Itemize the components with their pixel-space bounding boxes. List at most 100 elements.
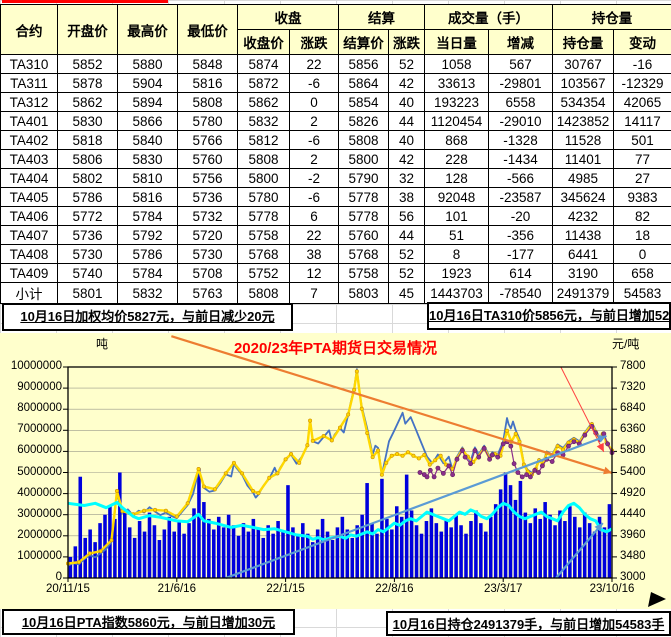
cell-change[interactable]: 77 xyxy=(613,149,671,169)
cell-value[interactable]: 5763 xyxy=(177,282,238,304)
cell-change[interactable]: -177 xyxy=(488,244,553,264)
cell-value[interactable]: 5800 xyxy=(237,168,290,188)
cell-value[interactable]: 5866 xyxy=(117,111,178,131)
cell-change[interactable]: 12 xyxy=(289,263,339,283)
cell-value[interactable]: 5808 xyxy=(338,130,389,150)
cell-change[interactable]: 0 xyxy=(613,244,671,264)
sub-header-0[interactable]: 收盘价 xyxy=(237,29,290,55)
cell-value[interactable]: 5756 xyxy=(177,168,238,188)
cell-change[interactable]: 9383 xyxy=(613,187,671,207)
cell-change[interactable]: 567 xyxy=(488,54,553,74)
sub-header-6[interactable]: 持仓量 xyxy=(552,29,614,55)
cell-value[interactable]: 5740 xyxy=(57,263,118,283)
cell-value[interactable]: 5768 xyxy=(237,244,290,264)
cell-change[interactable]: -23587 xyxy=(488,187,553,207)
cell-value[interactable]: 228 xyxy=(424,149,489,169)
cell-change[interactable]: 32 xyxy=(388,168,425,188)
cell-value[interactable]: 868 xyxy=(424,130,489,150)
cell-contract[interactable]: TA409 xyxy=(0,263,58,283)
cell-value[interactable]: 5778 xyxy=(237,206,290,226)
cell-contract[interactable]: TA402 xyxy=(0,130,58,150)
cell-value[interactable]: 30767 xyxy=(552,54,614,74)
cell-value[interactable]: 5736 xyxy=(57,225,118,245)
cell-contract[interactable]: TA407 xyxy=(0,225,58,245)
sub-header-4[interactable]: 当日量 xyxy=(424,29,489,55)
cell-change[interactable]: 2 xyxy=(289,111,339,131)
cell-contract[interactable]: TA403 xyxy=(0,149,58,169)
pta-daily-trade-chart[interactable]: 2020/23年PTA期货日交易情况 吨 元/吨 10000000 9000000… xyxy=(0,333,671,609)
cell-value[interactable]: 92048 xyxy=(424,187,489,207)
group-header-volume[interactable]: 成交量（手） xyxy=(424,4,553,30)
cell-value[interactable]: 5826 xyxy=(338,111,389,131)
cell-value[interactable]: 5730 xyxy=(177,244,238,264)
cell-contract[interactable]: TA406 xyxy=(0,206,58,226)
cell-change[interactable]: 18 xyxy=(613,225,671,245)
cell-value[interactable]: 5720 xyxy=(177,225,238,245)
cell-value[interactable]: 5808 xyxy=(237,282,290,304)
cell-change[interactable]: -2 xyxy=(289,168,339,188)
group-header-settle[interactable]: 结算 xyxy=(338,4,425,30)
cell-change[interactable]: 42 xyxy=(388,73,425,93)
cell-change[interactable]: -6 xyxy=(289,73,339,93)
cell-change[interactable]: 44 xyxy=(388,225,425,245)
sub-header-3[interactable]: 涨跌 xyxy=(388,29,425,55)
cell-change[interactable]: 52 xyxy=(388,54,425,74)
cell-value[interactable]: 128 xyxy=(424,168,489,188)
cell-change[interactable]: -1434 xyxy=(488,149,553,169)
cell-value[interactable]: 5792 xyxy=(117,225,178,245)
cell-value[interactable]: 5852 xyxy=(57,54,118,74)
cell-change[interactable]: 14117 xyxy=(613,111,671,131)
cell-value[interactable]: 5848 xyxy=(177,54,238,74)
cell-change[interactable]: 27 xyxy=(613,168,671,188)
sub-header-2[interactable]: 结算价 xyxy=(338,29,389,55)
cell-value[interactable]: 5760 xyxy=(338,225,389,245)
cell-value[interactable]: 5862 xyxy=(237,92,290,112)
cell-value[interactable]: 5778 xyxy=(338,206,389,226)
cell-contract[interactable]: 小计 xyxy=(0,282,58,304)
cell-change[interactable]: 614 xyxy=(488,263,553,283)
cell-value[interactable]: 2491379 xyxy=(552,282,614,304)
cell-value[interactable]: 5708 xyxy=(177,263,238,283)
cell-change[interactable]: 38 xyxy=(289,244,339,264)
cell-change[interactable]: 52 xyxy=(388,244,425,264)
cell-change[interactable]: -6 xyxy=(289,187,339,207)
cell-change[interactable]: 658 xyxy=(613,263,671,283)
sub-header-1[interactable]: 涨跌 xyxy=(289,29,339,55)
cell-value[interactable]: 5812 xyxy=(237,130,290,150)
cell-value[interactable]: 1423852 xyxy=(552,111,614,131)
cell-value[interactable]: 345624 xyxy=(552,187,614,207)
cell-contract[interactable]: TA408 xyxy=(0,244,58,264)
cell-value[interactable]: 5778 xyxy=(338,187,389,207)
cell-value[interactable]: 1058 xyxy=(424,54,489,74)
cell-value[interactable]: 5800 xyxy=(338,149,389,169)
cell-value[interactable]: 5874 xyxy=(237,54,290,74)
group-header-open-interest[interactable]: 持仓量 xyxy=(552,4,671,30)
cell-value[interactable]: 5736 xyxy=(177,187,238,207)
cell-change[interactable]: 38 xyxy=(388,187,425,207)
cell-value[interactable]: 5752 xyxy=(237,263,290,283)
cell-value[interactable]: 5832 xyxy=(117,282,178,304)
cell-change[interactable]: 22 xyxy=(289,54,339,74)
cell-value[interactable]: 5862 xyxy=(57,92,118,112)
cell-value[interactable]: 5786 xyxy=(57,187,118,207)
cell-contract[interactable]: TA405 xyxy=(0,187,58,207)
cell-value[interactable]: 5772 xyxy=(57,206,118,226)
cell-value[interactable]: 101 xyxy=(424,206,489,226)
cell-value[interactable]: 5758 xyxy=(237,225,290,245)
header-contract[interactable]: 合约 xyxy=(0,4,58,55)
cell-value[interactable]: 5784 xyxy=(117,263,178,283)
cell-contract[interactable]: TA401 xyxy=(0,111,58,131)
cell-change[interactable]: -78540 xyxy=(488,282,553,304)
cell-change[interactable]: 45 xyxy=(388,282,425,304)
pta-index-banner[interactable]: 10月16日PTA指数5860元，与前日增加30元 xyxy=(2,609,295,635)
cell-change[interactable]: 7 xyxy=(289,282,339,304)
cell-value[interactable]: 103567 xyxy=(552,73,614,93)
cell-contract[interactable]: TA404 xyxy=(0,168,58,188)
cell-value[interactable]: 5780 xyxy=(177,111,238,131)
cell-value[interactable]: 11401 xyxy=(552,149,614,169)
cell-value[interactable]: 5803 xyxy=(338,282,389,304)
cell-value[interactable]: 6441 xyxy=(552,244,614,264)
cell-contract[interactable]: TA312 xyxy=(0,92,58,112)
cell-value[interactable]: 5784 xyxy=(117,206,178,226)
cell-value[interactable]: 4985 xyxy=(552,168,614,188)
